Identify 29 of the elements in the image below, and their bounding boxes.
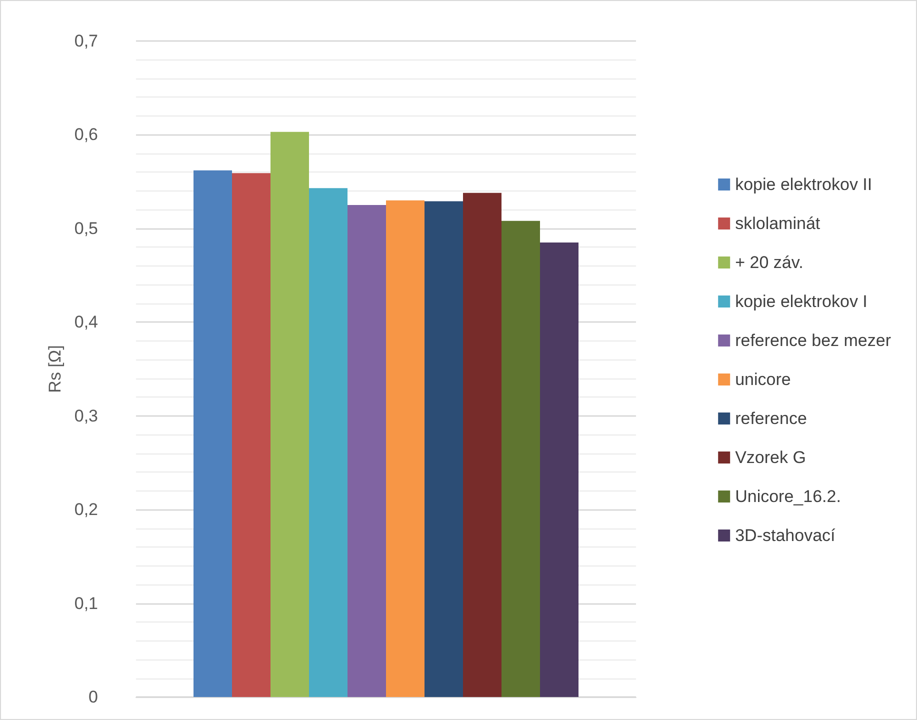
- legend-label: unicore: [735, 370, 791, 389]
- bar: [463, 192, 502, 697]
- y-tick-label: 0,5: [74, 218, 98, 238]
- bar: [309, 188, 348, 697]
- legend-label: kopie elektrokov II: [735, 175, 872, 194]
- y-tick-label: 0,6: [74, 125, 98, 144]
- legend-label: sklolaminát: [735, 214, 820, 233]
- bar: [424, 201, 463, 697]
- legend-label: + 20 záv.: [735, 253, 804, 272]
- y-tick-label: 0,4: [74, 312, 98, 332]
- y-tick-label: 0,1: [74, 594, 98, 613]
- y-tick-label: 0,2: [74, 500, 98, 520]
- y-tick-label: 0: [88, 688, 98, 706]
- bar: [232, 173, 270, 697]
- bar: [386, 200, 424, 697]
- legend-label: kopie elektrokov I: [735, 292, 868, 311]
- bar: [540, 242, 578, 697]
- legend-label: Unicore_16.2.: [735, 487, 841, 506]
- bar: [348, 205, 386, 697]
- legend-label: 3D-stahovací: [735, 526, 836, 545]
- legend-label: Vzorek G: [735, 448, 806, 467]
- y-tick-label: 0,7: [74, 32, 98, 50]
- bar: [194, 170, 232, 697]
- y-axis-title: Rs [Ω]: [45, 345, 64, 393]
- bar: [502, 220, 540, 697]
- legend-label: reference bez mezer: [735, 331, 892, 350]
- legend-label: reference: [735, 409, 807, 428]
- y-tick-label: 0,3: [74, 406, 98, 426]
- bar: [270, 132, 309, 697]
